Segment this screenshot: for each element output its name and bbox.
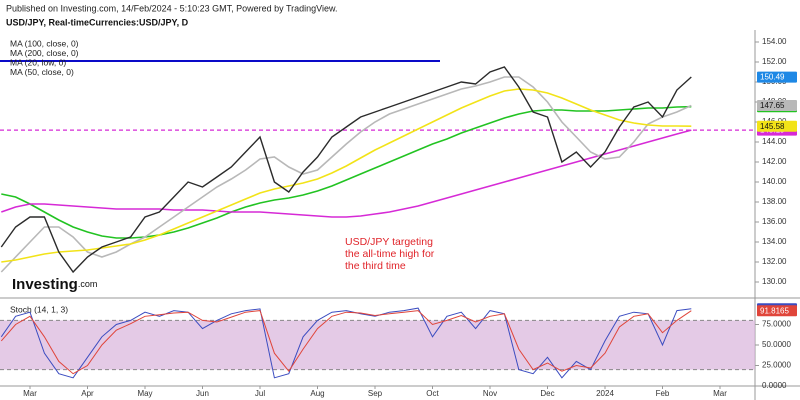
legend-entry: MA (200, close, 0)	[10, 48, 79, 58]
price-line	[0, 66, 692, 274]
series-line	[1, 129, 692, 218]
series-line	[0, 307, 692, 379]
y-tick-label: 142.00	[762, 157, 787, 166]
y-tick-label: 138.00	[762, 197, 787, 206]
chart-title: USD/JPY, Real-timeCurrencies:USD/JPY, D	[6, 17, 189, 27]
legend-entry: MA (20, low, 0)	[10, 57, 66, 67]
y-tick-label: 144.00	[762, 137, 787, 146]
last-value-label: 91.8165	[760, 306, 789, 315]
x-tick-label: May	[137, 389, 152, 398]
y-tick-label: 25.0000	[762, 361, 791, 370]
x-tick-label: Feb	[656, 389, 670, 398]
annotation: USD/JPY targeting	[345, 236, 433, 248]
y-tick-label: 140.00	[762, 177, 787, 186]
x-tick-label: Jun	[196, 389, 209, 398]
logo-suffix: .com	[78, 279, 98, 289]
x-tick-label: Sep	[368, 389, 383, 398]
last-value-label: 145.58	[760, 122, 785, 131]
x-tick-label: Oct	[426, 389, 439, 398]
y-tick-label: 130.00	[762, 277, 787, 286]
logo: Investing.com	[12, 276, 97, 293]
legend-entry: MA (50, close, 0)	[10, 67, 74, 77]
x-tick-label: Mar	[713, 389, 727, 398]
last-value-badge	[757, 71, 797, 83]
x-tick-label: Jul	[255, 389, 265, 398]
y-tick-label: 154.00	[762, 37, 787, 46]
series-line	[1, 88, 692, 263]
stoch-band	[0, 320, 755, 370]
x-tick-label: 2024	[596, 389, 614, 398]
x-tick-label: Dec	[540, 389, 554, 398]
x-tick-label: Mar	[23, 389, 37, 398]
series-line	[0, 76, 692, 273]
y-tick-label: 152.00	[762, 57, 787, 66]
x-tick-label: Apr	[81, 389, 94, 398]
y-tick-label: 75.0000	[762, 320, 791, 329]
x-tick-label: Nov	[483, 389, 497, 398]
y-tick-label: 136.00	[762, 217, 787, 226]
y-tick-label: 50.0000	[762, 340, 791, 349]
last-value-badge	[757, 120, 797, 132]
legend-entry: MA (100, close, 0)	[10, 38, 79, 48]
stoch-title: Stoch (14, 1, 3)	[10, 304, 68, 314]
annotation: the all-time high for	[345, 248, 435, 260]
last-value-badge	[757, 305, 797, 317]
y-tick-label: 0.0000	[762, 381, 787, 390]
last-value-badge	[757, 100, 797, 111]
series-line	[0, 310, 692, 375]
last-value-label: 147.65	[760, 101, 785, 110]
y-tick-label: 132.00	[762, 257, 787, 266]
annotation: the third time	[345, 260, 406, 272]
x-tick-label: Aug	[310, 389, 324, 398]
series-line	[1, 105, 692, 239]
last-value-label: 150.49	[760, 73, 785, 82]
y-tick-label: 134.00	[762, 237, 787, 246]
logo-text: Investing	[12, 276, 78, 293]
header: Published on Investing.com, 14/Feb/2024 …	[6, 3, 338, 13]
